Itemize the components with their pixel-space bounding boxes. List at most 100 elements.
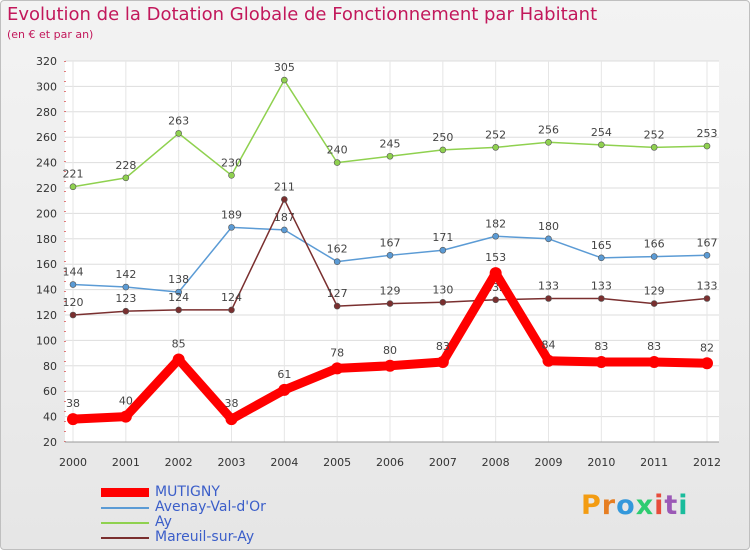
data-point bbox=[122, 307, 130, 315]
data-point bbox=[703, 142, 711, 150]
legend-item: Avenay-Val-d'Or bbox=[101, 500, 266, 515]
data-point bbox=[122, 283, 130, 291]
x-tick-label: 2003 bbox=[218, 456, 246, 469]
y-tick-label: 100 bbox=[36, 334, 57, 347]
data-label: 153 bbox=[485, 251, 506, 264]
proxiti-logo: Proxiti bbox=[581, 490, 689, 521]
legend-label: Avenay-Val-d'Or bbox=[155, 499, 266, 515]
data-label: 38 bbox=[66, 397, 80, 410]
data-point bbox=[384, 359, 396, 372]
data-point bbox=[69, 281, 77, 288]
chart-legend: MUTIGNY Avenay-Val-d'Or Ay Mareuil-sur-Ay bbox=[101, 485, 266, 545]
data-label: 124 bbox=[221, 291, 242, 304]
data-label: 240 bbox=[327, 144, 348, 157]
data-label: 133 bbox=[538, 279, 559, 292]
data-point bbox=[281, 196, 288, 203]
data-label: 171 bbox=[432, 231, 453, 244]
y-tick-label: 80 bbox=[43, 360, 57, 373]
data-label: 38 bbox=[225, 397, 239, 410]
data-label: 256 bbox=[538, 123, 559, 136]
data-point bbox=[598, 141, 605, 149]
y-tick-label: 140 bbox=[36, 284, 57, 297]
data-label: 211 bbox=[274, 180, 295, 193]
data-label: 133 bbox=[697, 279, 718, 292]
data-label: 182 bbox=[485, 217, 506, 230]
data-point bbox=[386, 252, 394, 259]
data-point bbox=[119, 410, 132, 423]
legend-swatch bbox=[101, 488, 149, 497]
data-label: 138 bbox=[168, 273, 189, 286]
data-point bbox=[650, 144, 658, 151]
legend-item: Ay bbox=[101, 515, 266, 530]
y-tick-label: 180 bbox=[36, 233, 57, 246]
data-point bbox=[545, 295, 552, 302]
x-tick-label: 2007 bbox=[429, 456, 457, 469]
chart-subtitle: (en € et par an) bbox=[7, 28, 94, 41]
data-point bbox=[281, 76, 288, 84]
data-label: 120 bbox=[63, 296, 84, 309]
data-label: 61 bbox=[277, 368, 291, 381]
logo-letter: P bbox=[581, 490, 602, 521]
data-label: 165 bbox=[591, 239, 612, 252]
data-label: 85 bbox=[172, 337, 186, 350]
y-tick-label: 240 bbox=[36, 157, 57, 170]
data-label: 127 bbox=[327, 287, 348, 300]
data-point bbox=[436, 355, 449, 368]
data-point bbox=[69, 311, 77, 319]
data-label: 253 bbox=[697, 127, 718, 140]
x-tick-label: 2006 bbox=[376, 456, 404, 469]
legend-item: MUTIGNY bbox=[101, 485, 266, 500]
data-label: 133 bbox=[591, 279, 612, 292]
data-point bbox=[69, 183, 77, 191]
legend-label: MUTIGNY bbox=[155, 484, 220, 500]
x-tick-label: 2000 bbox=[59, 456, 87, 469]
data-label: 40 bbox=[119, 395, 133, 408]
x-tick-label: 2008 bbox=[482, 456, 510, 469]
data-point bbox=[542, 354, 555, 367]
data-label: 305 bbox=[274, 61, 295, 74]
data-point bbox=[492, 296, 499, 304]
chart-title: Evolution de la Dotation Globale de Fonc… bbox=[7, 4, 598, 25]
data-point bbox=[545, 138, 552, 146]
legend-label: Ay bbox=[155, 514, 172, 530]
data-point bbox=[545, 235, 552, 243]
data-point bbox=[175, 288, 182, 296]
logo-letter: i bbox=[678, 490, 689, 521]
x-tick-label: 2010 bbox=[587, 456, 615, 469]
data-label: 254 bbox=[591, 126, 612, 139]
data-label: 144 bbox=[63, 266, 84, 279]
data-point bbox=[225, 413, 238, 426]
data-label: 180 bbox=[538, 220, 559, 233]
data-label: 252 bbox=[485, 128, 506, 141]
data-point bbox=[333, 258, 341, 265]
legend-swatch bbox=[101, 536, 149, 539]
data-label: 167 bbox=[380, 236, 401, 249]
data-point bbox=[492, 144, 499, 151]
data-point bbox=[228, 306, 235, 314]
data-point bbox=[650, 300, 658, 307]
y-tick-label: 220 bbox=[36, 182, 57, 195]
x-tick-label: 2009 bbox=[535, 456, 563, 469]
data-label: 84 bbox=[542, 339, 556, 352]
logo-letter: t bbox=[664, 490, 679, 521]
data-point bbox=[386, 300, 394, 307]
data-point bbox=[333, 302, 341, 310]
data-label: 189 bbox=[221, 208, 242, 221]
y-tick-label: 260 bbox=[36, 131, 57, 144]
data-label: 263 bbox=[168, 114, 189, 127]
data-label: 78 bbox=[330, 346, 344, 359]
data-point bbox=[489, 267, 502, 280]
data-point bbox=[122, 174, 130, 182]
logo-letter: o bbox=[616, 490, 636, 521]
data-label: 162 bbox=[327, 243, 348, 256]
y-tick-label: 320 bbox=[36, 55, 57, 68]
data-point bbox=[492, 232, 499, 240]
x-tick-label: 2004 bbox=[270, 456, 298, 469]
data-point bbox=[333, 159, 341, 166]
data-point bbox=[331, 362, 344, 375]
data-label: 166 bbox=[644, 238, 665, 251]
data-label: 123 bbox=[115, 292, 136, 305]
data-label: 130 bbox=[432, 283, 453, 296]
logo-letter: x bbox=[635, 490, 655, 521]
